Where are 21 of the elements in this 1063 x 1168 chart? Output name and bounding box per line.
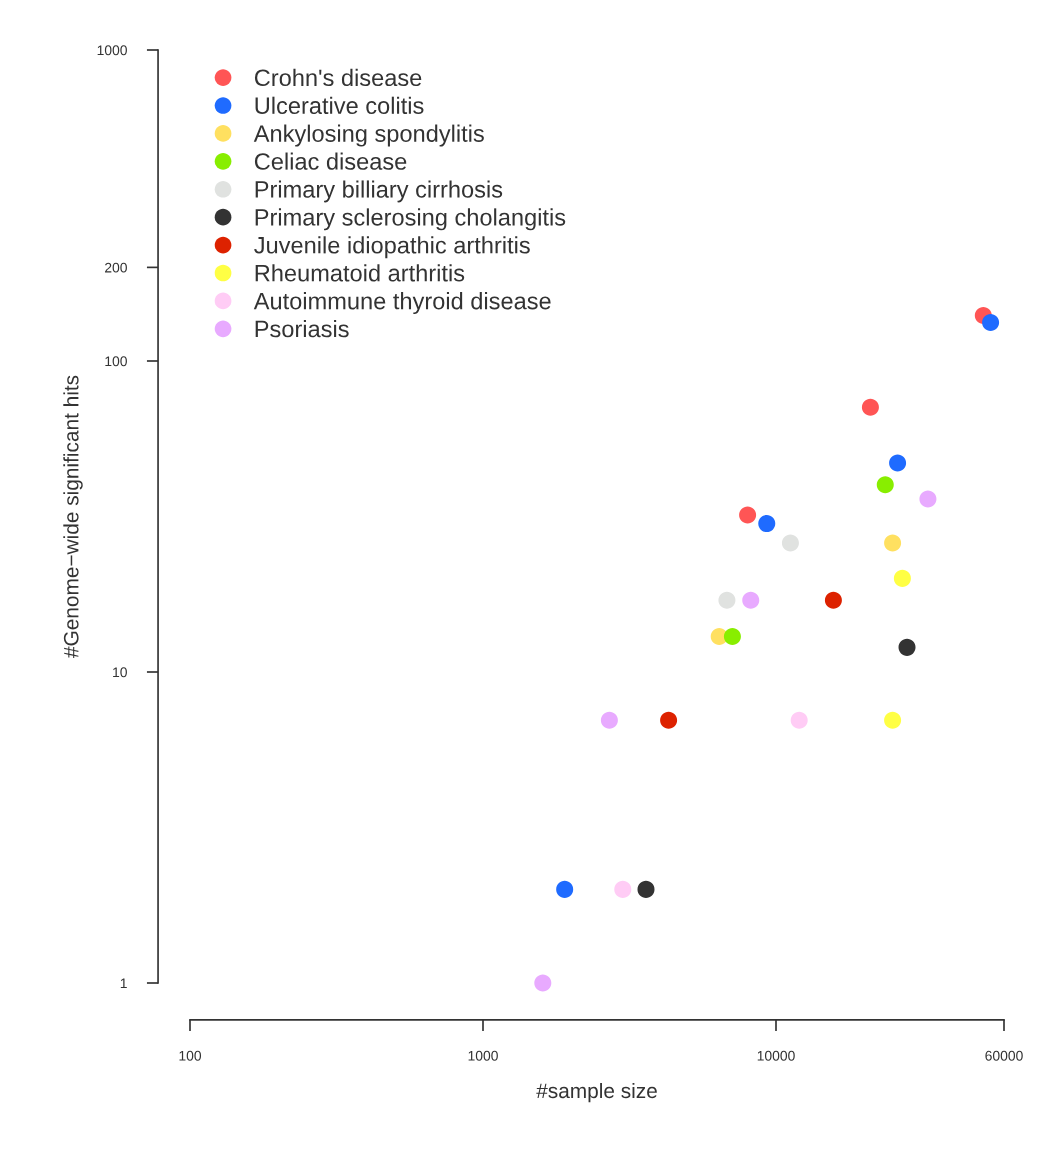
y-axis-title: #Genome−wide significant hits [63,375,83,658]
x-tick-label: 10000 [757,1050,795,1061]
y-tick-label: 1000 [97,45,127,56]
legend-label: Rheumatoid arthritis [255,264,465,282]
legend-label: Primary billiary cirrhosis [255,180,503,203]
y-tick-label: 1 [120,978,127,989]
legend-label: Celiac disease [254,152,407,170]
x-tick-label: 60000 [985,1050,1023,1061]
legend-label: Crohn's disease [254,68,422,87]
legend-label: Juvenile idiopathic arthritis [254,236,530,259]
legend-label: Psoriasis [255,319,349,338]
y-tick-label: 10 [113,667,127,678]
y-tick-label: 100 [105,356,127,367]
x-tick-label: 1000 [468,1050,498,1061]
legend-label: Autoimmune thyroid disease [253,292,551,315]
y-tick-label: 200 [105,262,127,273]
x-axis-title: #sample size [536,1082,657,1103]
legend-label: Ankylosing spondylitis [253,124,484,147]
legend-label: Primary sclerosing cholangitis [255,208,566,231]
x-tick-label: 100 [179,1050,202,1061]
legend-label: Ulcerative colitis [255,96,424,115]
